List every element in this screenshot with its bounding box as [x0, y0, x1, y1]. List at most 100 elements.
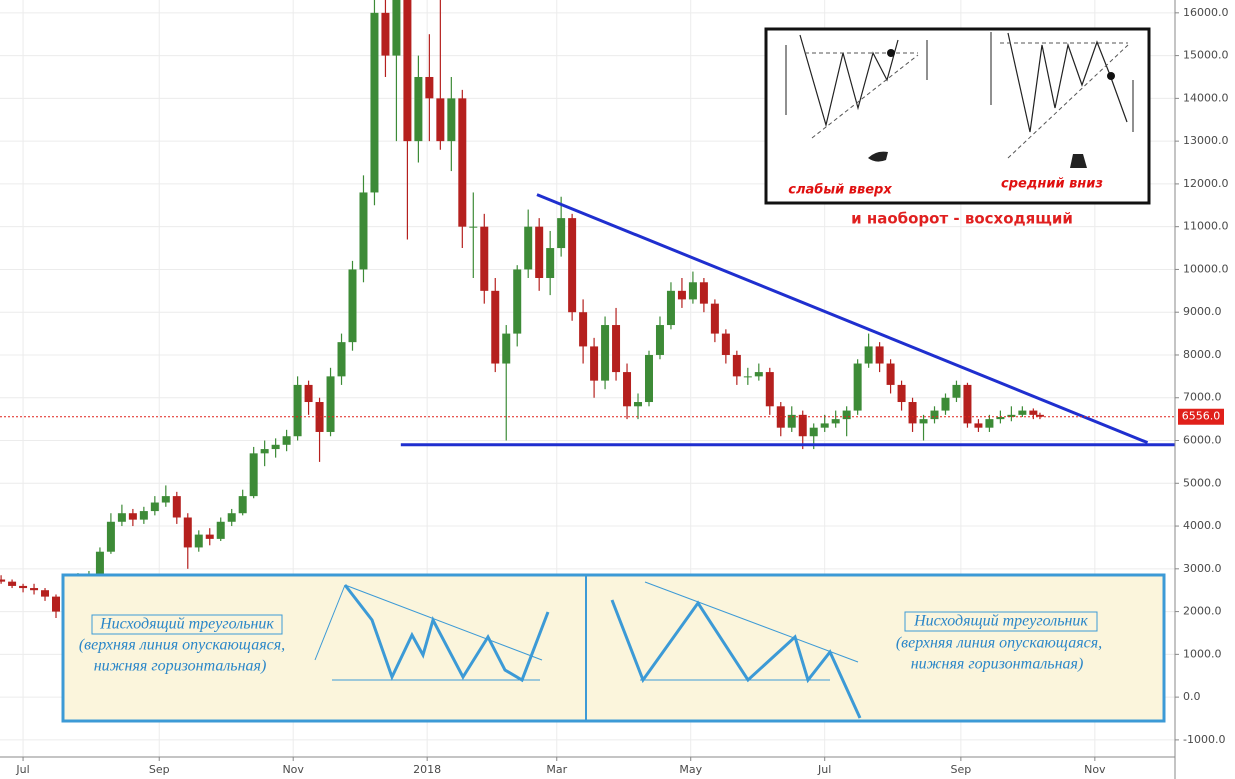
triangle-arrow: [314, 584, 346, 661]
candle-body: [985, 419, 994, 428]
candle-body: [326, 376, 335, 432]
y-tick-label: 1000.0: [1183, 647, 1222, 660]
candle-body: [996, 416, 1005, 420]
candle-body: [95, 551, 104, 576]
candle-body: [1007, 414, 1016, 417]
candle-body: [831, 419, 840, 424]
last-price-box: [1178, 408, 1224, 425]
candle-body: [820, 423, 829, 428]
candle-body: [546, 248, 555, 278]
candle-body: [161, 496, 170, 503]
candle-body: [370, 12, 379, 193]
candle-body: [227, 513, 236, 522]
candle-body: [864, 346, 873, 364]
x-tick-label: 2018: [413, 763, 441, 776]
y-tick-label: 9000.0: [1183, 305, 1222, 318]
candle-body: [930, 410, 939, 420]
candle-body: [743, 376, 752, 378]
note-line: (верхняя линия опускающаяся,: [79, 637, 285, 654]
candle-body: [634, 402, 643, 407]
candle-body: [260, 449, 269, 454]
candle-body: [359, 192, 368, 270]
candle-body: [897, 384, 906, 403]
candle-body: [1035, 414, 1044, 417]
y-tick-label: 14000.0: [1183, 91, 1229, 104]
candle-body: [8, 581, 17, 586]
y-tick-label: 8000.0: [1183, 348, 1222, 361]
candle-body: [41, 590, 50, 597]
candle-body: [30, 588, 39, 591]
candle-body: [337, 342, 346, 377]
candle-body: [238, 496, 247, 514]
candle-body: [644, 354, 653, 403]
candle-body: [491, 290, 500, 364]
candle-body: [0, 579, 6, 582]
y-tick-label: 5000.0: [1183, 476, 1222, 489]
candle-body: [842, 410, 851, 420]
candle-body: [524, 226, 533, 270]
candle-body: [249, 453, 258, 497]
candle-body: [469, 226, 478, 228]
inset: слабый вверх средний вниз: [764, 27, 1151, 205]
x-tick-label: Sep: [149, 763, 170, 776]
triangle-zigzag: [343, 584, 550, 683]
y-tick-label: 6000.0: [1183, 434, 1222, 447]
candle-body: [392, 0, 401, 56]
x-tick-label: Jul: [817, 763, 831, 776]
x-tick-label: Jul: [15, 763, 29, 776]
candle-body: [128, 513, 137, 520]
candle-body: [568, 218, 577, 313]
candle-body: [139, 511, 148, 520]
inset-frame: [764, 27, 1151, 205]
y-tick-label: 2000.0: [1183, 605, 1222, 618]
inset-dot: [887, 49, 895, 57]
candle-body: [809, 427, 818, 437]
candle-body: [601, 325, 610, 381]
candle-body: [579, 312, 588, 347]
candle-body: [787, 414, 796, 428]
y-tick-label: 0.0: [1183, 690, 1201, 703]
candle-body: [19, 585, 28, 589]
y-tick-label: 11000.0: [1183, 220, 1229, 233]
y-tick-label: 12000.0: [1183, 177, 1229, 190]
triangle-line: [344, 584, 543, 661]
triangle-line: [644, 581, 859, 663]
inset-line: [811, 54, 919, 139]
candle-body: [754, 372, 763, 377]
candle-body: [293, 384, 302, 437]
candle-body: [535, 226, 544, 278]
inset-bear-label: средний вниз: [1001, 177, 1103, 192]
candle-body: [886, 363, 895, 385]
candle-body: [480, 226, 489, 291]
candle-body: [919, 419, 928, 424]
candle-body: [106, 521, 115, 552]
candle-body: [699, 282, 708, 304]
candle-body: [403, 0, 412, 142]
plot-area: [0, 0, 1044, 619]
y-tick-label: 10000.0: [1183, 262, 1229, 275]
candle-body: [150, 502, 159, 512]
x-tick-label: Nov: [1084, 763, 1106, 776]
candle-body: [1029, 410, 1038, 415]
candle-body: [414, 76, 423, 142]
candle-body: [612, 325, 621, 373]
candle-body: [798, 414, 807, 437]
candle-body: [974, 423, 983, 428]
candle-body: [282, 436, 291, 445]
note-line: нижняя горизонтальная): [911, 656, 1084, 673]
y-tick-label: -1000.0: [1183, 733, 1225, 746]
note-box: [91, 614, 283, 635]
candle-body: [194, 534, 203, 548]
candle-body: [205, 534, 214, 539]
y-tick-label: 3000.0: [1183, 562, 1222, 575]
note-line: Нисходящий треугольник: [913, 613, 1088, 630]
x-tick-label: Sep: [950, 763, 971, 776]
candle-body: [447, 98, 456, 142]
candle-body: [963, 384, 972, 424]
candle-body: [172, 496, 181, 518]
candle-body: [557, 218, 566, 249]
note-line: нижняя горизонтальная): [94, 658, 267, 675]
y-tick-label: 15000.0: [1183, 49, 1229, 62]
candle-body: [765, 372, 774, 407]
